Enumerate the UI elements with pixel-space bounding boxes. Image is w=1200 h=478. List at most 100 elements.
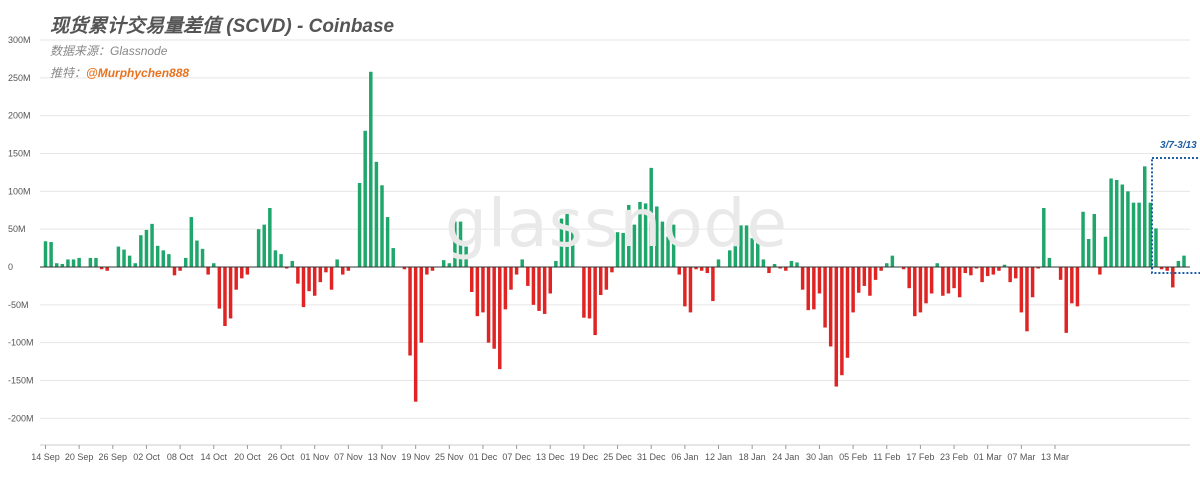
bar [419,267,423,343]
bar [127,255,132,267]
bar [918,267,923,313]
bar [756,240,760,267]
bar [1081,211,1085,267]
bar [649,167,653,267]
bar [1126,191,1130,267]
x-tick-label: 19 Nov [401,452,430,462]
bar [716,259,721,267]
x-axis-ticks: 14 Sep 20 Sep 26 Sep 02 Oct 08 Oct 14 Oct 20 O… [31,445,1069,462]
bar [542,267,547,314]
bar [503,267,508,310]
bar [643,203,648,267]
bar [1182,255,1186,267]
bar [677,267,681,275]
bar [980,267,984,283]
bar [840,267,844,376]
x-tick-label: 07 Dec [502,452,531,462]
bar [133,263,137,267]
bar [604,267,609,290]
bar [727,250,732,267]
bar [750,238,754,267]
bar [699,267,704,271]
y-tick-label: 200M [8,111,31,121]
bar [548,267,552,294]
bar [879,267,883,271]
bar [183,257,188,267]
bar [54,263,59,267]
bar [991,267,996,275]
bar [570,232,575,267]
bar [155,245,160,267]
bar [71,259,76,267]
bar [559,218,564,267]
bar [834,267,839,387]
x-tick-label: 19 Dec [570,452,599,462]
bar [458,221,463,267]
bar [385,217,390,267]
bar [705,267,710,274]
bar [969,267,973,276]
x-tick-label: 06 Jan [671,452,698,462]
source-label: 数据来源： [50,44,111,58]
bar [200,248,205,267]
bar [1137,202,1141,267]
bar [655,206,659,267]
bar [1176,260,1181,267]
bar [374,161,379,267]
x-tick-label: 25 Nov [435,452,464,462]
credit-handle[interactable]: @Murphychen888 [86,66,190,80]
bar [1036,267,1040,269]
bar [862,267,867,286]
bar [453,221,457,267]
bar [346,267,351,271]
bar [262,224,266,267]
bar [985,267,990,277]
annotation-box [1151,157,1200,274]
bar [1098,267,1102,275]
bar [94,257,98,267]
x-tick-label: 13 Nov [368,452,397,462]
bar [1109,178,1113,267]
bar [307,267,311,292]
y-tick-label: -100M [8,338,34,348]
bar [901,267,906,270]
bar [88,257,93,267]
bar [195,240,199,267]
bar [531,267,536,305]
bar [268,207,272,267]
data-source: 数据来源：Glassnode [50,42,167,59]
x-tick-label: 31 Dec [637,452,666,462]
bar [638,201,642,267]
bar [290,260,295,267]
credit: 推特：@Murphychen888 [50,64,189,81]
bar [66,259,70,267]
bar [688,267,693,313]
bars [43,71,1186,402]
x-tick-label: 01 Nov [300,452,329,462]
bar [178,267,182,271]
bar [941,267,945,296]
bar [1014,267,1018,279]
x-tick-label: 30 Jan [806,452,833,462]
bar [486,267,491,343]
bar [778,267,782,269]
bar [514,267,519,275]
bar [312,267,317,296]
x-tick-label: 07 Nov [334,452,363,462]
bar [845,267,850,358]
bar [795,262,799,267]
bar [172,267,177,276]
watermark: glassnode [445,185,789,262]
bar [935,263,939,267]
bar [357,183,362,267]
bar [806,267,810,311]
bar [1075,267,1080,307]
bar [492,267,496,349]
axes [40,266,1190,446]
bar [413,267,418,402]
bar [1114,179,1119,267]
x-tick-label: 07 Mar [1007,452,1035,462]
bar [150,223,154,267]
bar [116,246,121,267]
bar [498,267,502,370]
